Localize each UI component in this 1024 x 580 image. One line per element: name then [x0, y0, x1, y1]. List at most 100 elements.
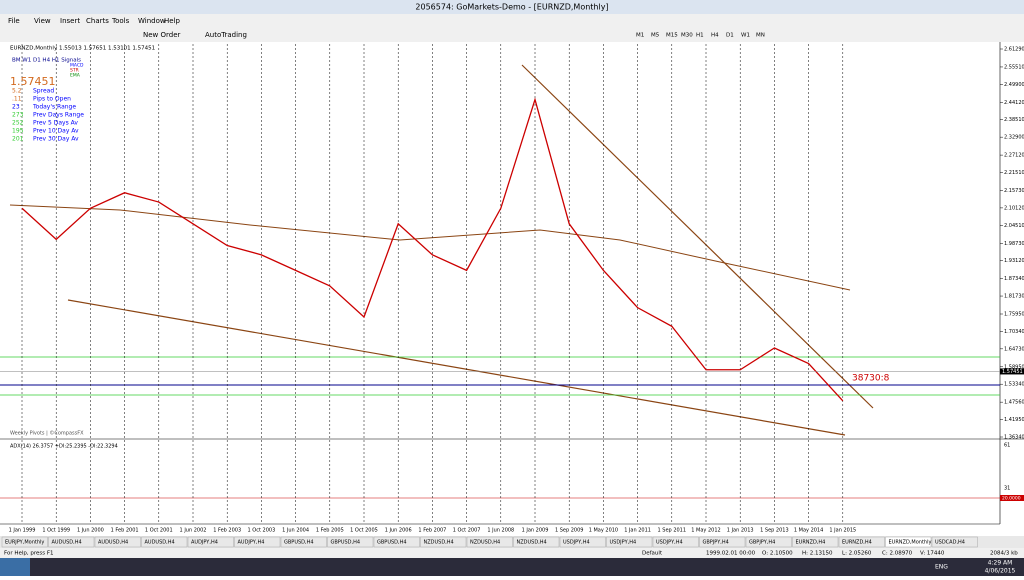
pivots-note: Weekly Pivots | ©CompassFX — [10, 430, 84, 437]
tab-label: AUDUSD,H4 — [52, 540, 82, 546]
status-item: 1999.02.01 00:00 — [706, 551, 756, 557]
menu-item[interactable]: View — [34, 17, 51, 25]
tab[interactable] — [327, 536, 374, 548]
level-box — [1000, 495, 1024, 501]
tab[interactable] — [420, 536, 467, 548]
tab[interactable] — [838, 536, 885, 548]
timeframe-button[interactable]: D1 — [726, 33, 734, 39]
menu-item[interactable]: Tools — [111, 17, 130, 25]
stat-label: Today's Range — [32, 104, 76, 111]
tab[interactable] — [652, 536, 699, 548]
y-tick-label: 1.36340 — [1004, 435, 1024, 441]
date-label: 1 Oct 2005 — [350, 528, 378, 534]
timeframe-button[interactable]: H4 — [711, 33, 719, 39]
tab[interactable] — [606, 536, 653, 548]
trend-line — [67, 299, 846, 436]
tab[interactable] — [559, 536, 606, 548]
stat-label: Prev Days Range — [33, 112, 84, 119]
indicator-level: 20.0000 — [1002, 496, 1021, 502]
date-label: 1 Jan 2015 — [829, 528, 856, 534]
chart-header: EURNZD,Monthly 1.55013 1.57651 1.53101 1… — [10, 46, 155, 52]
status-item: L: 2.05260 — [842, 551, 872, 557]
tab[interactable] — [513, 536, 560, 548]
tab-label: USDCAD,H4 — [935, 540, 965, 546]
toolbar-button[interactable]: AutoTrading — [205, 31, 247, 39]
taskbar-time: 4:29 AM — [988, 560, 1013, 567]
y-tick-label: 1.70340 — [1004, 329, 1024, 335]
y-tick-label: 2.49900 — [1004, 82, 1024, 88]
tab[interactable] — [141, 536, 188, 548]
date-label: 1 Oct 1999 — [42, 528, 70, 534]
date-label: 1 Feb 2005 — [316, 528, 344, 534]
taskbar-lang: ENG — [935, 564, 948, 571]
date-label: 1 Jan 1999 — [9, 528, 36, 534]
taskbar — [0, 558, 1024, 576]
tab[interactable] — [94, 536, 141, 548]
date-label: 1 Feb 2001 — [111, 528, 139, 534]
stat-label: Prev 10 Day Av — [33, 128, 79, 135]
price-line — [21, 97, 844, 402]
tab-label: USDJPY,H4 — [656, 540, 683, 546]
y-tick-label: 2.21510 — [1004, 170, 1024, 176]
tab[interactable] — [931, 536, 978, 548]
date-label: 1 Feb 2003 — [213, 528, 241, 534]
y-tick-label: 2.32900 — [1004, 135, 1024, 141]
y-tick-label: 1.58950 — [1004, 364, 1024, 370]
y-tick-label: 1.47560 — [1004, 400, 1024, 406]
tab[interactable] — [1, 536, 48, 548]
tab[interactable] — [187, 536, 234, 548]
toolbar-button[interactable]: New Order — [143, 31, 181, 39]
tab[interactable] — [792, 536, 839, 548]
y-tick-label: 1.93120 — [1004, 258, 1024, 264]
tab-label: USDJPY,H4 — [610, 540, 637, 546]
tab-label: NZDUSD,H4 — [470, 540, 500, 546]
chart-area — [0, 42, 1024, 536]
indicator-label: ADX(14) 26.3757 +DI:25.2395 -DI:22.3294 — [10, 444, 118, 450]
tab-label: GBPUSD,H4 — [284, 540, 314, 546]
timeframe-button[interactable]: W1 — [741, 33, 750, 39]
timeframe-button[interactable]: M1 — [636, 33, 644, 39]
date-label: 1 Oct 2007 — [453, 528, 481, 534]
menu-item[interactable]: File — [8, 17, 20, 25]
start-button[interactable] — [0, 558, 30, 576]
timeframe-button[interactable]: M30 — [681, 33, 693, 39]
tab-label: EURNZD,H4 — [842, 540, 872, 546]
y-tick-label: 2.04510 — [1004, 223, 1024, 229]
legend-item: STR — [70, 68, 79, 74]
date-label: 1 Jun 2004 — [282, 528, 309, 534]
tab[interactable] — [280, 536, 327, 548]
menu-toolbar — [0, 14, 1024, 42]
annotation: 38730:8 — [852, 374, 890, 384]
tab[interactable] — [745, 536, 792, 548]
menu-item[interactable]: Insert — [60, 17, 80, 25]
menu-item[interactable]: Charts — [86, 17, 109, 25]
y-tick-label: 1.87340 — [1004, 276, 1024, 282]
indicator-tick: 61 — [1004, 443, 1010, 449]
stat-label: Pips to Open — [33, 96, 71, 103]
y-tick-label: 1.53340 — [1004, 382, 1024, 388]
date-label: 1 Jan 2009 — [522, 528, 549, 534]
status-item: O: 2.10500 — [762, 551, 793, 557]
status-item: H: 2.13150 — [802, 551, 833, 557]
timeframe-button[interactable]: MN — [756, 33, 765, 39]
menu-item[interactable]: Help — [164, 17, 181, 25]
timeframe-button[interactable]: M5 — [651, 33, 660, 39]
tab[interactable] — [373, 536, 420, 548]
date-label: 1 Sep 2009 — [555, 528, 584, 534]
tab[interactable] — [466, 536, 513, 548]
date-label: 1 Jun 2006 — [385, 528, 412, 534]
tab[interactable] — [48, 536, 95, 548]
timeframe-button[interactable]: M15 — [666, 33, 678, 39]
tab[interactable] — [234, 536, 281, 548]
tab[interactable] — [699, 536, 746, 548]
tab-label: AUDJPY,H4 — [191, 540, 218, 546]
timeframe-button[interactable]: H1 — [696, 33, 704, 39]
status-item: 2084/3 kb — [990, 551, 1018, 557]
menu-item[interactable]: Window — [138, 17, 166, 25]
date-label: 1 Jun 2008 — [487, 528, 514, 534]
tab[interactable] — [885, 536, 932, 548]
tab-label: USDJPY,H4 — [563, 540, 590, 546]
y-tick-label: 1.98730 — [1004, 241, 1024, 247]
date-label: 1 May 2010 — [589, 528, 618, 534]
stat-value: 252 — [12, 120, 24, 127]
